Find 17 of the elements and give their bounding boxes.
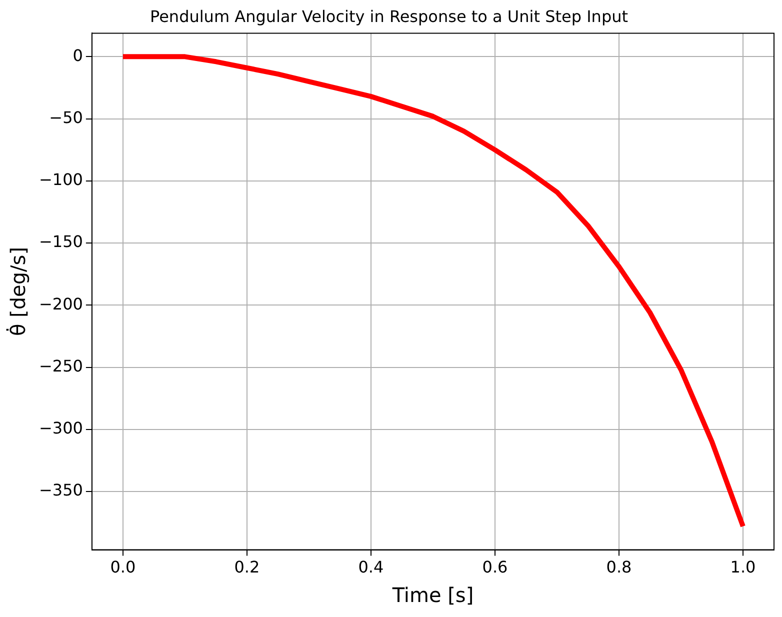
x-tick-label: 0.4 [358, 558, 384, 577]
y-tick-label: −200 [38, 294, 83, 314]
y-tick-label: 0 [72, 46, 83, 65]
y-tick-label: −50 [49, 108, 83, 127]
y-tick-label: −150 [38, 232, 83, 252]
chart-title: Pendulum Angular Velocity in Response to a Unit Step Input [150, 6, 628, 26]
x-tick-label: 0.8 [606, 558, 632, 577]
y-tick-label: −300 [38, 418, 83, 438]
y-tick-label: −100 [38, 170, 83, 190]
x-tick-label: 0.2 [234, 558, 260, 577]
x-tick-label: 0.0 [110, 558, 136, 577]
y-tick-label: −350 [38, 480, 83, 500]
x-tick-label: 1.0 [730, 558, 756, 577]
x-axis-title: Time [s] [391, 583, 474, 608]
y-tick-label: −250 [38, 356, 83, 376]
x-tick-label: 0.6 [482, 558, 508, 577]
y-axis-title: θ̇ [deg/s] [6, 246, 30, 336]
